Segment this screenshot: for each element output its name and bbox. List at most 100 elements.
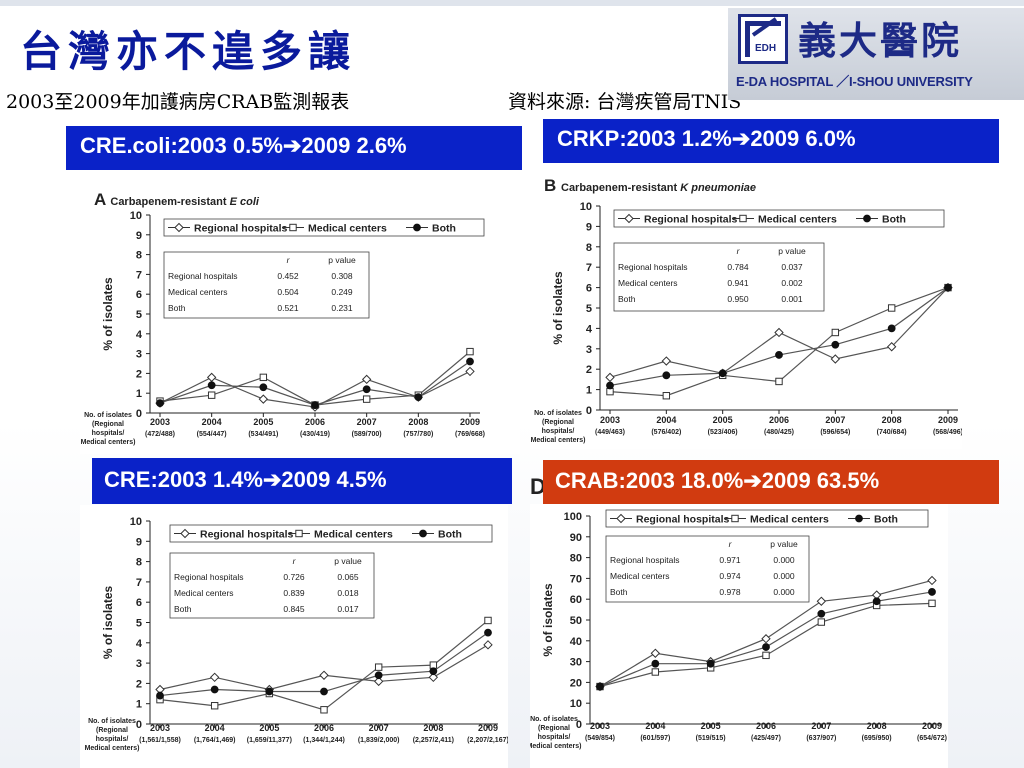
label-text-after: 2009 2.6% bbox=[301, 133, 407, 158]
legend-label: Regional hospitals bbox=[194, 223, 288, 235]
legend-marker-square bbox=[731, 514, 739, 523]
chart-a-svg: A Carbapenem-resistant E coli 0 1 2 3 4 5 6 7 8 9 1… bbox=[81, 190, 485, 446]
y-tick-label: 4 bbox=[586, 323, 593, 335]
counts-header-line: (Regional bbox=[538, 725, 570, 732]
stats-row-p: 0.065 bbox=[337, 572, 359, 582]
stats-row-p: 0.000 bbox=[773, 555, 795, 565]
y-tick-label: 10 bbox=[570, 698, 582, 710]
y-tick-label: 3 bbox=[136, 349, 142, 361]
y-tick-label: 9 bbox=[586, 221, 592, 233]
legend-box bbox=[613, 209, 945, 228]
stats-header-p: p value bbox=[334, 556, 362, 566]
stats-row-r: 0.978 bbox=[719, 587, 741, 597]
data-point-circle bbox=[311, 401, 319, 409]
stats-header-r: r bbox=[737, 246, 741, 256]
y-tick-label: 20 bbox=[570, 677, 582, 689]
data-point-diamond bbox=[206, 372, 217, 383]
y-tick-label: 7 bbox=[136, 269, 142, 281]
x-tick-label: 2005 bbox=[713, 415, 733, 425]
counts-header-line: hospitals/ bbox=[92, 430, 125, 437]
stats-row-r: 0.784 bbox=[727, 262, 749, 272]
y-tick-label: 40 bbox=[570, 636, 582, 648]
data-point-circle bbox=[320, 687, 328, 696]
x-tick-label: 2004 bbox=[202, 417, 222, 427]
isolate-count-label: (523/406) bbox=[708, 429, 738, 436]
y-tick-label: 2 bbox=[136, 368, 142, 380]
counts-header-line: No. of isolates bbox=[88, 718, 136, 725]
stats-row-r: 0.974 bbox=[719, 571, 741, 581]
y-tick-label: 1 bbox=[586, 385, 592, 397]
x-tick-label: 2009 bbox=[460, 417, 480, 427]
data-point-diamond bbox=[209, 672, 220, 683]
y-tick-label: 6 bbox=[136, 597, 142, 609]
label-text-before: CRKP:2003 1.2% bbox=[557, 126, 732, 151]
data-point-circle bbox=[872, 597, 881, 606]
y-tick-label: 90 bbox=[570, 532, 582, 544]
data-point-diamond bbox=[830, 354, 841, 364]
x-tick-label: 2005 bbox=[253, 417, 273, 427]
stats-header-r: r bbox=[729, 539, 733, 549]
legend-marker-square bbox=[739, 214, 747, 223]
isolate-count-label: (757/780) bbox=[403, 431, 433, 438]
isolate-count-label: (1,659/11,377) bbox=[247, 737, 292, 744]
data-point-diamond bbox=[428, 672, 439, 683]
x-tick-label: 2008 bbox=[867, 721, 887, 731]
counts-header-line: (Regional bbox=[92, 421, 124, 428]
isolate-count-label: (637/907) bbox=[806, 735, 836, 742]
y-tick-label: 9 bbox=[136, 536, 142, 548]
x-tick-label: 2003 bbox=[590, 721, 610, 731]
x-tick-label: 2007 bbox=[357, 417, 377, 427]
data-point-square bbox=[207, 391, 216, 399]
isolate-count-label: (1,561/1,558) bbox=[139, 737, 181, 744]
data-point-circle bbox=[362, 385, 371, 394]
chart-b-svg: B Carbapenem-resistant K pneumoniae 0 1 2 3 4… bbox=[531, 176, 962, 444]
y-tick-label: 9 bbox=[136, 230, 142, 242]
data-point-square bbox=[466, 347, 474, 356]
stats-box bbox=[163, 251, 370, 319]
data-point-circle bbox=[156, 691, 164, 700]
isolate-count-label: (549/854) bbox=[585, 735, 615, 742]
stats-row-label: Medical centers bbox=[618, 278, 678, 288]
counts-header-line: No. of isolates bbox=[534, 410, 582, 417]
logo-name-en: E-DA HOSPITAL ／I-SHOU UNIVERSITY bbox=[736, 74, 973, 89]
legend-label: Medical centers bbox=[758, 214, 837, 226]
y-tick-label: 0 bbox=[136, 719, 142, 731]
counts-header-line: Medical centers) bbox=[530, 743, 581, 750]
data-point-circle bbox=[210, 685, 219, 694]
x-tick-label: 2008 bbox=[423, 723, 443, 733]
isolate-count-label: (430/419) bbox=[300, 431, 330, 438]
stats-header-r: r bbox=[287, 255, 291, 265]
y-tick-label: 4 bbox=[136, 329, 143, 341]
panel-letter-d: D bbox=[530, 474, 546, 499]
label-cre: CRE:2003 1.4%➔2009 4.5% bbox=[92, 458, 512, 504]
y-tick-label: 10 bbox=[130, 210, 142, 222]
stats-row-r: 0.971 bbox=[719, 555, 741, 565]
y-tick-label: 5 bbox=[136, 309, 142, 321]
chart-title: Carbapenem-resistant bbox=[561, 182, 680, 194]
x-tick-label: 2009 bbox=[922, 721, 942, 731]
data-point-circle bbox=[156, 399, 164, 408]
y-tick-label: 100 bbox=[564, 511, 582, 523]
stats-row-r: 0.726 bbox=[283, 572, 305, 582]
slide-subtitle: 2003至2009年加護病房CRAB監測報表 bbox=[6, 91, 350, 113]
legend-marker-diamond bbox=[180, 528, 190, 539]
legend-label: Regional hospitals bbox=[636, 514, 730, 526]
x-tick-label: 2006 bbox=[769, 415, 789, 425]
series-line-square bbox=[159, 620, 489, 711]
data-point-square bbox=[320, 706, 328, 714]
stats-row-p: 0.002 bbox=[781, 278, 803, 288]
y-axis-label: % of isolates bbox=[541, 583, 555, 657]
isolate-count-label: (601/597) bbox=[640, 735, 670, 742]
isolate-count-label: (472/488) bbox=[145, 431, 175, 438]
top-strip bbox=[0, 0, 1024, 6]
data-point-circle bbox=[484, 628, 492, 637]
legend-marker-diamond bbox=[616, 513, 626, 524]
y-tick-label: 5 bbox=[136, 618, 142, 630]
isolate-count-label: (425/497) bbox=[751, 735, 781, 742]
x-tick-label: 2009 bbox=[938, 415, 958, 425]
stats-row-label: Both bbox=[618, 294, 636, 304]
x-tick-label: 2006 bbox=[305, 417, 325, 427]
y-tick-label: 0 bbox=[136, 408, 142, 420]
data-point-diamond bbox=[258, 394, 269, 404]
chart-d-svg: 0 10 20 30 40 50 60 70 80 90 100 2003 (549/854) 2004 (… bbox=[530, 509, 947, 750]
